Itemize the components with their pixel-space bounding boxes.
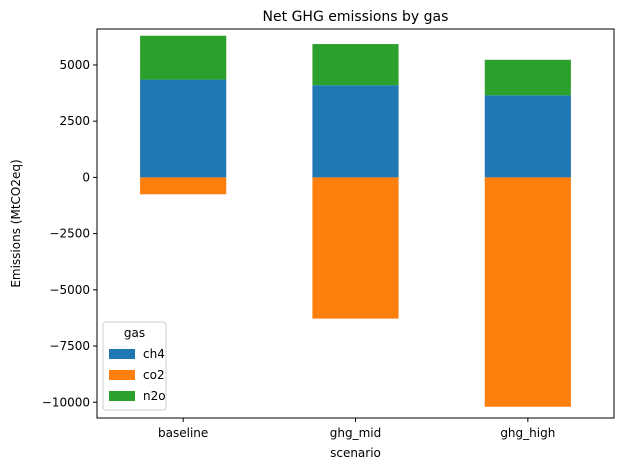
legend-swatch-co2 [109,370,135,380]
y-axis: 5000 2500 0 −2500 −5000 −7500 −10000 [42,58,97,409]
bar-n2o-baseline [140,35,227,80]
bar-ch4-ghg_mid [312,85,399,178]
x-axis-label: scenario [330,446,381,460]
bar-ch4-ghg_high [484,95,571,178]
bar-co2-baseline [140,177,227,195]
legend-title: gas [124,326,145,340]
y-axis-label: Emissions (MtCO2eq) [9,159,23,287]
bar-co2-ghg_mid [312,177,399,319]
legend-swatch-ch4 [109,349,135,359]
legend-label-co2: co2 [143,368,165,382]
y-tick-label: −7500 [49,339,90,353]
bar-n2o-ghg_high [484,59,571,96]
x-tick-label: baseline [158,426,208,440]
y-tick-label: 5000 [59,58,90,72]
x-axis: baseline ghg_mid ghg_high [158,418,555,440]
bar-n2o-ghg_mid [312,44,399,86]
y-tick-label: −10000 [42,395,90,409]
y-tick-label: −2500 [49,227,90,241]
x-tick-label: ghg_mid [330,426,381,440]
bar-co2-ghg_high [484,177,571,407]
y-tick-label: 0 [82,170,90,184]
legend: gas ch4 co2 n2o [102,321,167,411]
legend-swatch-n2o [109,391,135,401]
x-tick-label: ghg_high [500,426,555,440]
bars-group [140,35,571,407]
y-tick-label: 2500 [59,114,90,128]
bar-ch4-baseline [140,79,227,178]
legend-label-n2o: n2o [143,389,166,403]
chart-title: Net GHG emissions by gas [263,9,449,25]
y-tick-label: −5000 [49,283,90,297]
legend-label-ch4: ch4 [143,347,165,361]
legend-box [102,321,167,411]
